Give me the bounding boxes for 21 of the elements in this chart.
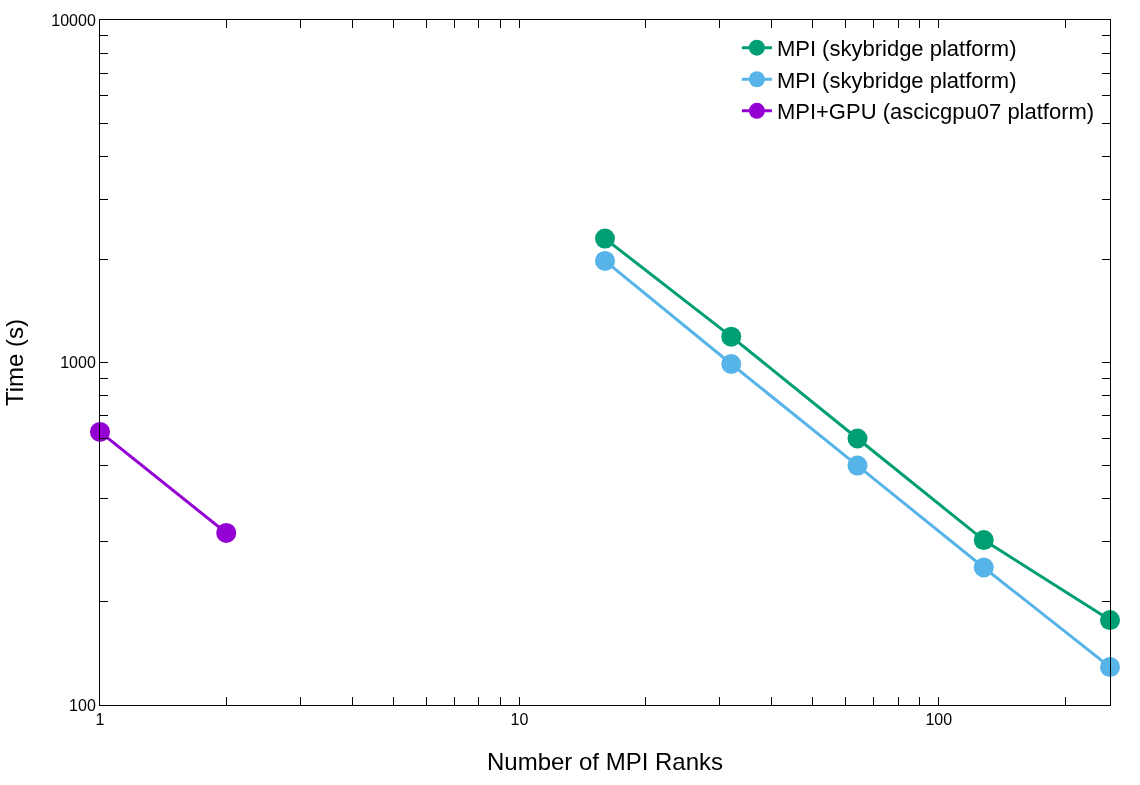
- x-tick-label: 10: [510, 711, 529, 729]
- point: [721, 326, 742, 347]
- point: [973, 530, 994, 551]
- legend-label: MPI+GPU (ascicgpu07 platform): [776, 99, 1095, 125]
- x-tick-label: 100: [925, 711, 953, 729]
- point: [1100, 657, 1120, 678]
- point: [1100, 610, 1120, 631]
- point: [721, 353, 742, 374]
- point: [973, 557, 994, 578]
- point: [847, 428, 868, 449]
- y-tick-label: 1000: [60, 354, 96, 372]
- x-axis-title: Number of MPI Ranks: [486, 747, 724, 775]
- y-tick-label: 10000: [51, 11, 96, 29]
- legend-label: MPI (skybridge platform): [776, 67, 1017, 93]
- y-axis-title: Time (s): [1, 318, 29, 407]
- y-tick-label: 100: [69, 696, 96, 714]
- point: [595, 250, 615, 271]
- legend-label: MPI (skybridge platform): [776, 36, 1017, 62]
- x-tick-label: 1: [95, 711, 105, 729]
- point: [595, 228, 615, 249]
- point: [847, 455, 868, 476]
